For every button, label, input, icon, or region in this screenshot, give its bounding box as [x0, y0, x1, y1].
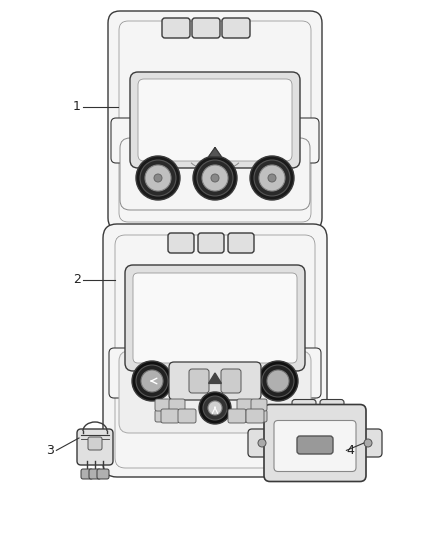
FancyBboxPatch shape — [89, 469, 101, 479]
FancyBboxPatch shape — [228, 233, 254, 253]
FancyBboxPatch shape — [297, 348, 321, 398]
FancyBboxPatch shape — [295, 118, 319, 163]
FancyBboxPatch shape — [274, 421, 356, 472]
FancyBboxPatch shape — [119, 21, 311, 222]
FancyBboxPatch shape — [81, 469, 93, 479]
Text: 4: 4 — [346, 444, 354, 457]
FancyBboxPatch shape — [103, 224, 327, 477]
FancyBboxPatch shape — [119, 351, 311, 433]
Polygon shape — [208, 373, 221, 383]
Circle shape — [267, 370, 289, 392]
FancyBboxPatch shape — [97, 469, 109, 479]
Circle shape — [268, 174, 276, 182]
FancyBboxPatch shape — [125, 265, 305, 371]
FancyBboxPatch shape — [264, 405, 366, 481]
FancyBboxPatch shape — [192, 18, 220, 38]
Circle shape — [258, 361, 298, 401]
FancyBboxPatch shape — [189, 369, 209, 393]
FancyBboxPatch shape — [251, 410, 267, 422]
FancyBboxPatch shape — [169, 399, 185, 411]
Circle shape — [211, 174, 219, 182]
FancyBboxPatch shape — [198, 233, 224, 253]
Circle shape — [208, 401, 222, 415]
FancyBboxPatch shape — [120, 138, 310, 210]
FancyBboxPatch shape — [228, 409, 246, 423]
FancyBboxPatch shape — [237, 410, 253, 422]
Circle shape — [364, 439, 372, 447]
Circle shape — [132, 361, 172, 401]
Circle shape — [193, 156, 237, 200]
FancyBboxPatch shape — [155, 410, 171, 422]
FancyBboxPatch shape — [138, 79, 292, 161]
FancyBboxPatch shape — [109, 348, 133, 398]
FancyBboxPatch shape — [108, 11, 322, 230]
Circle shape — [254, 160, 290, 196]
Circle shape — [199, 392, 231, 424]
Text: 1: 1 — [73, 100, 81, 113]
FancyBboxPatch shape — [222, 18, 250, 38]
Circle shape — [140, 160, 176, 196]
FancyBboxPatch shape — [115, 235, 315, 468]
FancyBboxPatch shape — [297, 436, 333, 454]
FancyBboxPatch shape — [169, 362, 261, 400]
Circle shape — [197, 160, 233, 196]
FancyBboxPatch shape — [292, 400, 316, 417]
FancyBboxPatch shape — [133, 273, 297, 363]
FancyBboxPatch shape — [251, 399, 267, 411]
Circle shape — [154, 174, 162, 182]
FancyBboxPatch shape — [178, 409, 196, 423]
FancyBboxPatch shape — [162, 18, 190, 38]
FancyBboxPatch shape — [248, 429, 276, 457]
FancyBboxPatch shape — [320, 400, 344, 417]
FancyBboxPatch shape — [88, 437, 102, 450]
Circle shape — [136, 365, 168, 397]
Circle shape — [145, 165, 171, 191]
FancyBboxPatch shape — [354, 429, 382, 457]
Circle shape — [202, 165, 228, 191]
FancyBboxPatch shape — [161, 409, 179, 423]
FancyBboxPatch shape — [246, 409, 264, 423]
FancyBboxPatch shape — [111, 118, 135, 163]
Circle shape — [141, 370, 163, 392]
Circle shape — [136, 156, 180, 200]
FancyBboxPatch shape — [237, 399, 253, 411]
Circle shape — [203, 396, 227, 420]
FancyBboxPatch shape — [221, 369, 241, 393]
FancyBboxPatch shape — [130, 72, 300, 168]
Circle shape — [250, 156, 294, 200]
FancyBboxPatch shape — [155, 399, 171, 411]
Polygon shape — [208, 148, 221, 157]
Text: 3: 3 — [46, 444, 54, 457]
FancyBboxPatch shape — [77, 429, 113, 465]
Text: 2: 2 — [73, 273, 81, 286]
Circle shape — [259, 165, 285, 191]
FancyBboxPatch shape — [169, 410, 185, 422]
Circle shape — [258, 439, 266, 447]
Circle shape — [262, 365, 294, 397]
FancyBboxPatch shape — [168, 233, 194, 253]
